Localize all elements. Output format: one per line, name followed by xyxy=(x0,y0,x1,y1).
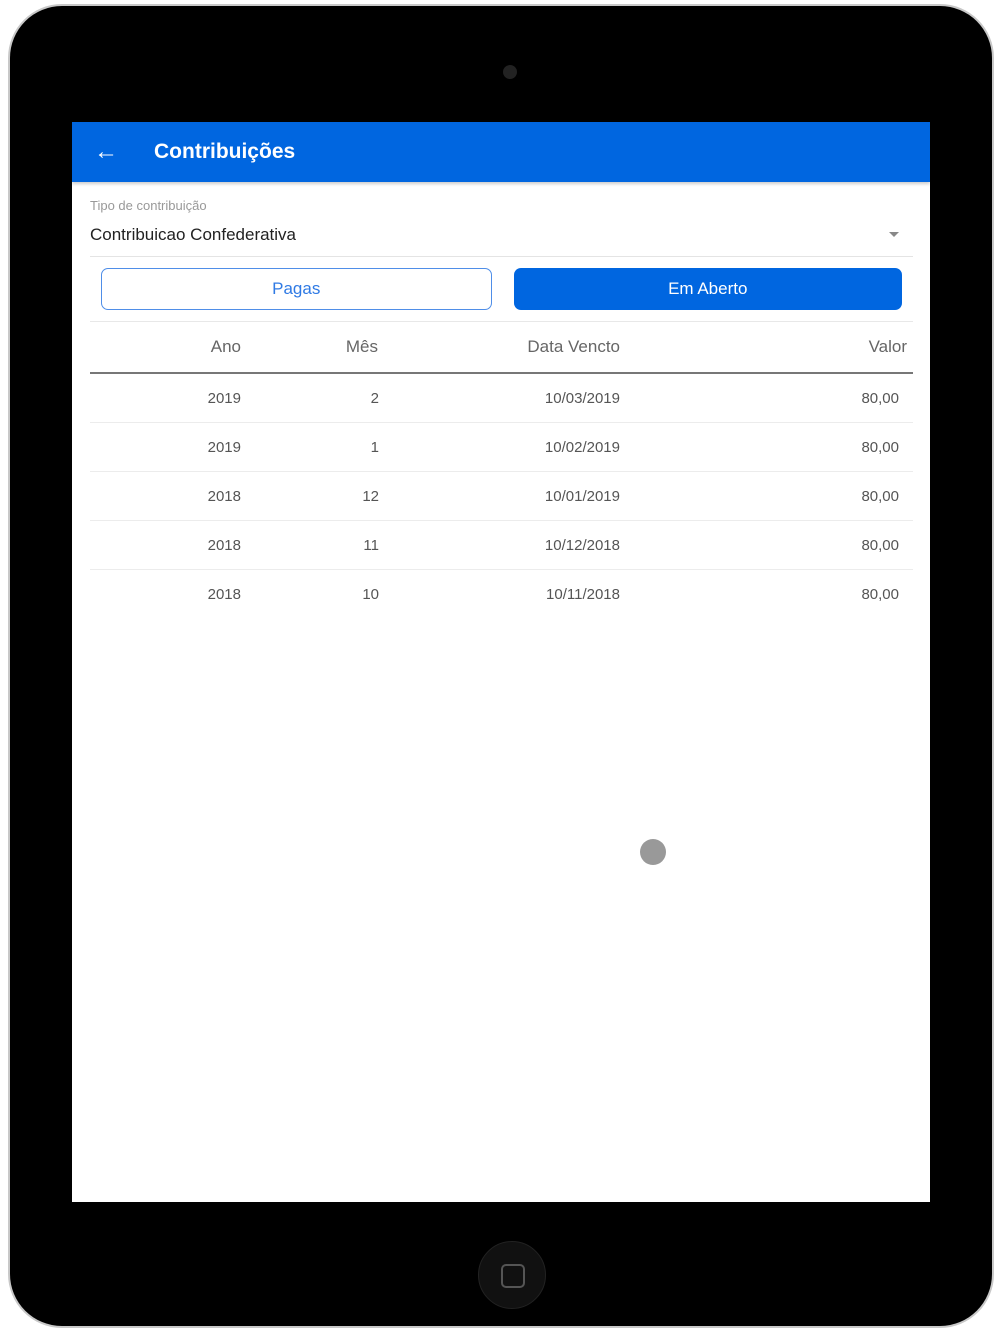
arrow-left-icon[interactable]: ← xyxy=(94,138,118,165)
table-row[interactable]: 2019 1 10/02/2019 80,00 xyxy=(90,422,913,472)
cell-data-vencto: 10/01/2019 xyxy=(379,471,621,521)
col-mes: Mês xyxy=(241,322,379,374)
table-row[interactable]: 2019 2 10/03/2019 80,00 xyxy=(90,373,913,423)
cell-ano: 2018 xyxy=(90,520,241,570)
cell-valor: 80,00 xyxy=(621,471,913,521)
cell-mes: 10 xyxy=(362,585,379,603)
field-label: Tipo de contribuição xyxy=(90,198,207,213)
table-row[interactable]: 2018 12 10/01/2019 80,00 xyxy=(90,471,913,521)
app-bar: ← Contribuições xyxy=(72,122,930,182)
divider xyxy=(90,321,913,322)
home-icon xyxy=(501,1264,525,1288)
table-header: Ano Mês Data Vencto Valor xyxy=(90,322,913,374)
col-valor: Valor xyxy=(621,322,913,374)
cell-mes: 2 xyxy=(241,373,379,423)
cell-data-vencto: 10/12/2018 xyxy=(379,520,621,570)
cell-valor: 80,00 xyxy=(621,422,913,472)
cell-mes: 11 xyxy=(241,520,379,570)
table-row[interactable]: 2018 11 10/12/2018 80,00 xyxy=(90,520,913,570)
cell-valor: 80,00 xyxy=(621,520,913,570)
em-aberto-button[interactable]: Em Aberto xyxy=(513,268,902,310)
field-value: Contribuicao Confederativa xyxy=(90,225,297,244)
screen: ← Contribuições Tipo de contribuição Con… xyxy=(72,122,930,1202)
cell-ano: 2019 xyxy=(90,422,241,472)
cell-mes: 12 xyxy=(241,471,379,521)
cell-data-vencto: 10/11/2018 xyxy=(546,585,620,603)
cell-data-vencto: 10/02/2019 xyxy=(379,422,621,472)
col-ano: Ano xyxy=(90,322,241,374)
contribution-type-select[interactable]: Tipo de contribuição Contribuicao Confed… xyxy=(90,198,913,257)
cell-ano: 2019 xyxy=(90,373,241,423)
cell-data-vencto: 10/03/2019 xyxy=(379,373,621,423)
pagas-button[interactable]: Pagas xyxy=(101,268,492,310)
touch-indicator xyxy=(640,839,666,865)
camera xyxy=(503,65,517,79)
cell-valor: 80,00 xyxy=(861,585,899,603)
cell-ano: 2018 xyxy=(207,585,241,603)
page-title: Contribuições xyxy=(154,140,296,163)
cell-ano: 2018 xyxy=(90,471,241,521)
contributions-table: Ano Mês Data Vencto Valor 2019 2 10/03/201… xyxy=(90,322,913,618)
dropdown-arrow-icon xyxy=(889,232,899,237)
table-row[interactable]: 2018 10 10/11/2018 80,00 xyxy=(90,570,913,619)
col-data-vencto: Data Vencto xyxy=(379,322,621,374)
home-button[interactable] xyxy=(478,1241,546,1309)
cell-valor: 80,00 xyxy=(621,373,913,423)
cell-mes: 1 xyxy=(241,422,379,472)
